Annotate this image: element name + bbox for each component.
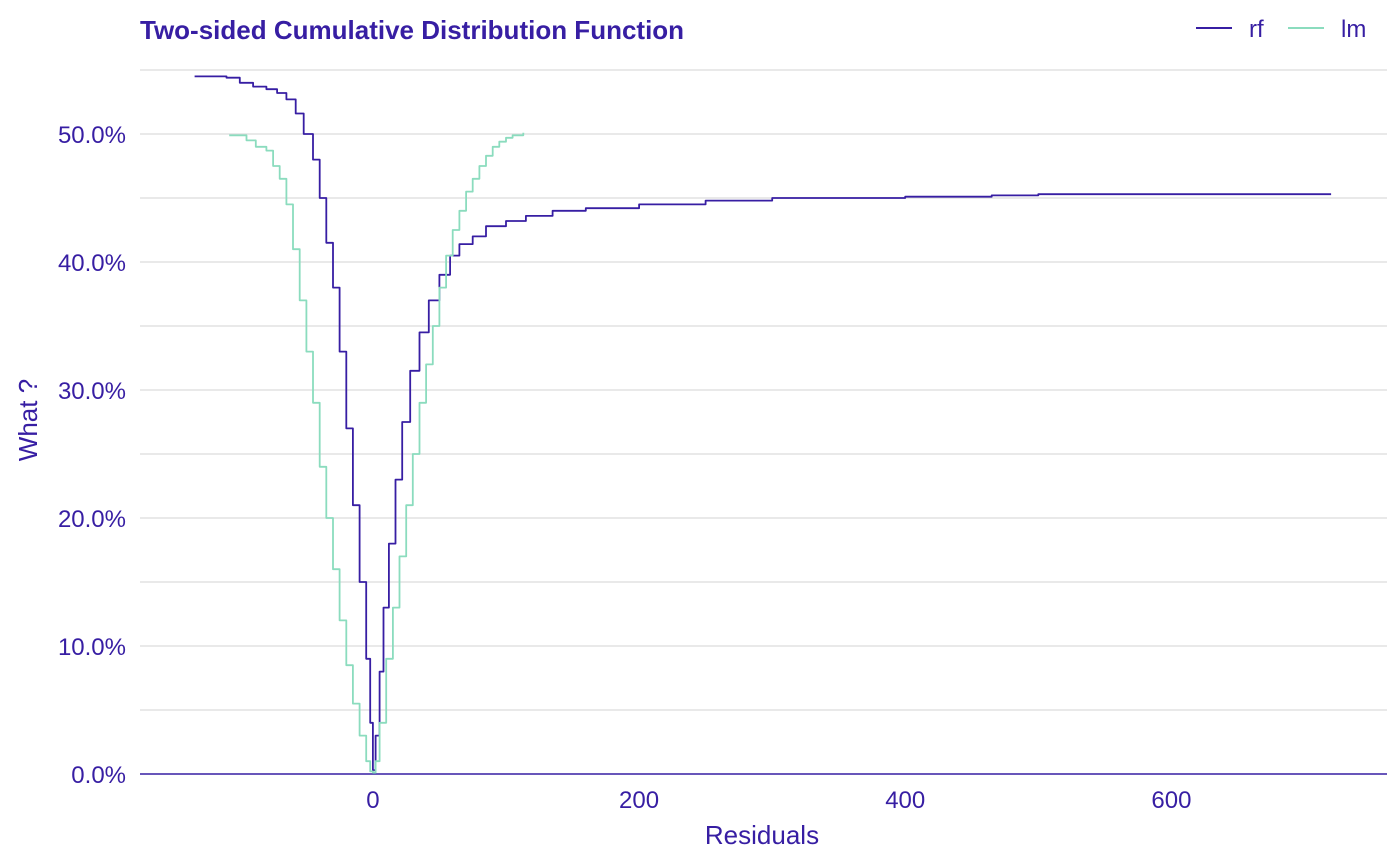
series-line-lm — [229, 132, 525, 774]
x-axis-title: Residuals — [705, 820, 819, 850]
x-tick-label: 200 — [619, 787, 659, 814]
x-tick-label: 0 — [366, 787, 379, 814]
y-tick-label: 0.0% — [71, 762, 126, 789]
y-axis-title: What ? — [13, 379, 43, 461]
legend-label-rf: rf — [1249, 16, 1264, 43]
axes: 0.0% 10.0% 20.0% 30.0% 40.0% 50.0% 0 200 400 600 — [58, 122, 1387, 814]
grid-lines — [140, 69, 1387, 711]
y-tick-label: 10.0% — [58, 634, 126, 661]
series-line-rf — [194, 75, 1332, 772]
x-tick-label: 400 — [885, 787, 925, 814]
y-tick-label: 40.0% — [58, 250, 126, 277]
legend-label-lm: lm — [1341, 16, 1366, 43]
y-tick-label: 30.0% — [58, 378, 126, 405]
legend: rf lm — [1196, 16, 1366, 43]
chart-title: Two-sided Cumulative Distribution Functi… — [140, 15, 684, 45]
y-tick-label: 20.0% — [58, 506, 126, 533]
x-tick-label: 600 — [1151, 787, 1191, 814]
y-tick-label: 50.0% — [58, 122, 126, 149]
series-lines — [194, 75, 1332, 774]
